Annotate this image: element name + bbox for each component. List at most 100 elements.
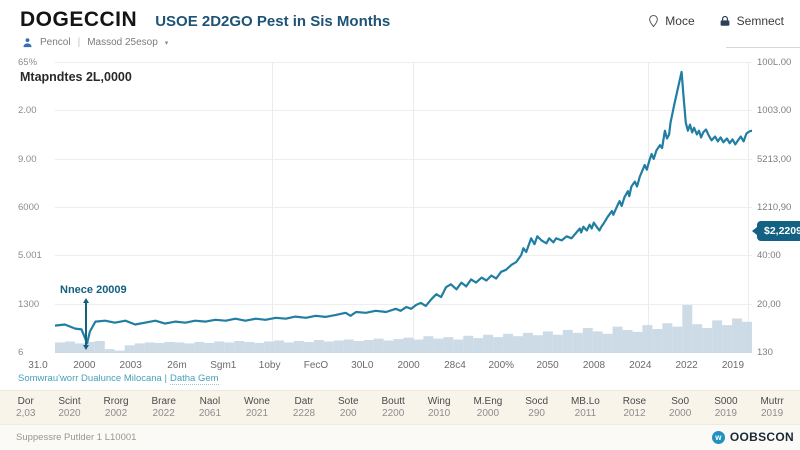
volume-bar — [333, 340, 344, 353]
chart-annotation: Nnece 20009 — [60, 284, 127, 296]
volume-bar — [134, 343, 145, 353]
gridline-vertical — [272, 62, 273, 353]
volume-bar — [164, 341, 175, 353]
range-item[interactable]: S000 2019 — [714, 396, 737, 420]
x-axis-tick: 31.0 — [28, 360, 48, 371]
range-item[interactable]: Rose 2012 — [623, 396, 646, 420]
connect-button[interactable]: Semnect — [719, 14, 784, 28]
x-axis-tick: 26m — [167, 360, 187, 371]
volume-bar — [353, 341, 364, 353]
volume-bar — [632, 331, 643, 353]
gridline-horizontal — [55, 62, 752, 63]
volume-bar — [612, 326, 623, 353]
range-item[interactable]: MB.Lo 2011 — [571, 396, 600, 420]
volume-bar — [413, 339, 424, 353]
y-axis-tick-left: 2.00 — [18, 105, 37, 117]
range-item-label: Dor — [17, 395, 34, 407]
header-nav: Moce Semnect — [648, 14, 784, 28]
volume-bar — [124, 345, 135, 353]
dataset-dropdown[interactable]: Massod 25esop — [87, 37, 158, 48]
range-item[interactable]: Mutrr 2019 — [760, 396, 783, 420]
volume-bar — [542, 331, 553, 353]
range-item[interactable]: Rrorg 2002 — [104, 396, 129, 420]
range-item[interactable]: Scint 2020 — [58, 396, 80, 420]
volume-bar — [552, 334, 563, 353]
volume-bar — [582, 328, 593, 353]
volume-bar — [602, 333, 613, 353]
volume-bar — [154, 342, 165, 353]
lock-icon — [720, 15, 730, 26]
gridline-vertical — [648, 62, 649, 353]
range-item[interactable]: Sote 200 — [338, 396, 359, 420]
x-axis-tick: 2003 — [119, 360, 142, 371]
source-label: Pencol — [40, 37, 71, 48]
volume-bar — [493, 337, 504, 353]
x-axis-tick: 2022 — [675, 360, 698, 371]
volume-bar — [572, 332, 583, 353]
volume-bar — [513, 336, 523, 353]
range-item[interactable]: Boutt 2200 — [381, 396, 404, 420]
range-item-year: 2022 — [152, 407, 175, 419]
y-axis-tick-right: 130 — [757, 346, 773, 358]
range-item[interactable]: Brare 2022 — [151, 396, 175, 420]
x-axis-tick: 2000 — [73, 360, 96, 371]
range-item-label: Wing — [427, 395, 451, 407]
volume-bar — [592, 331, 603, 353]
volume-bar — [702, 328, 713, 353]
volume-bar — [303, 341, 314, 353]
volume-bar — [343, 339, 354, 353]
range-item-year: 2011 — [574, 407, 597, 419]
brand-logo-icon: w — [711, 430, 725, 444]
x-axis-tick: FecO — [303, 360, 329, 371]
price-chart-plot[interactable] — [55, 62, 752, 353]
x-axis-tick: 2019 — [721, 360, 745, 371]
brand-link[interactable]: w OOBSCON — [711, 430, 794, 444]
volume-bar — [313, 340, 324, 353]
range-item[interactable]: So0 2000 — [669, 396, 691, 420]
volume-bar — [712, 320, 723, 353]
range-item-label: MB.Lo — [570, 395, 600, 407]
volume-bar — [293, 341, 304, 353]
range-item-year: 290 — [528, 407, 545, 419]
range-item-year: 2021 — [245, 407, 269, 419]
volume-bar — [672, 326, 683, 353]
mode-button[interactable]: Moce — [648, 14, 695, 28]
y-axis-tick-left: 6000 — [18, 201, 40, 213]
volume-bar — [722, 325, 733, 353]
brand-name: OOBSCON — [729, 430, 794, 444]
volume-bar — [383, 340, 394, 353]
volume-bar — [244, 341, 255, 353]
breadcrumb: Pencol | Massod 25esop ▾ — [22, 37, 168, 48]
app-title: DOGECCIN — [20, 8, 138, 31]
data-source-link[interactable]: Somwrau'worr Dualunce Milocana | Datha Ge… — [18, 373, 219, 385]
data-source-link-main[interactable]: Somwrau'worr Dualunce Milocana | — [18, 373, 167, 384]
volume-bar — [532, 335, 543, 353]
volume-bar — [144, 342, 155, 353]
volume-bar — [473, 338, 484, 353]
range-item[interactable]: Naol 2061 — [199, 396, 221, 420]
y-axis-tick-left: 1300 — [18, 298, 40, 310]
volume-bar — [732, 318, 743, 353]
volume-bar — [323, 341, 334, 353]
range-item[interactable]: Dor 2,03 — [16, 396, 35, 420]
range-item[interactable]: Socd 290 — [525, 396, 548, 420]
range-item-year: 2000 — [476, 407, 500, 419]
range-item-label: M.Eng — [473, 395, 503, 407]
person-icon — [23, 38, 32, 48]
chevron-down-icon[interactable]: ▾ — [164, 39, 169, 47]
page-title: USOE 2D2GO Pest in Sis Months — [155, 13, 391, 30]
range-item[interactable]: Wone 2021 — [244, 396, 270, 420]
volume-bar — [483, 334, 494, 353]
gridline-horizontal — [55, 206, 752, 208]
x-axis-tick: 2050 — [536, 360, 559, 371]
range-item[interactable]: Datr 2228 — [293, 396, 315, 420]
gridline-horizontal — [55, 158, 752, 160]
data-source-link-tail[interactable]: Datha Gem — [169, 373, 219, 385]
range-item-year: 2020 — [58, 407, 81, 419]
x-axis-tick: 200% — [488, 360, 515, 371]
volume-bar — [463, 335, 474, 353]
range-item[interactable]: M.Eng 2000 — [473, 396, 502, 420]
volume-bar — [453, 339, 464, 353]
range-item[interactable]: Wing 2010 — [428, 396, 451, 420]
meta-separator: | — [77, 37, 81, 48]
